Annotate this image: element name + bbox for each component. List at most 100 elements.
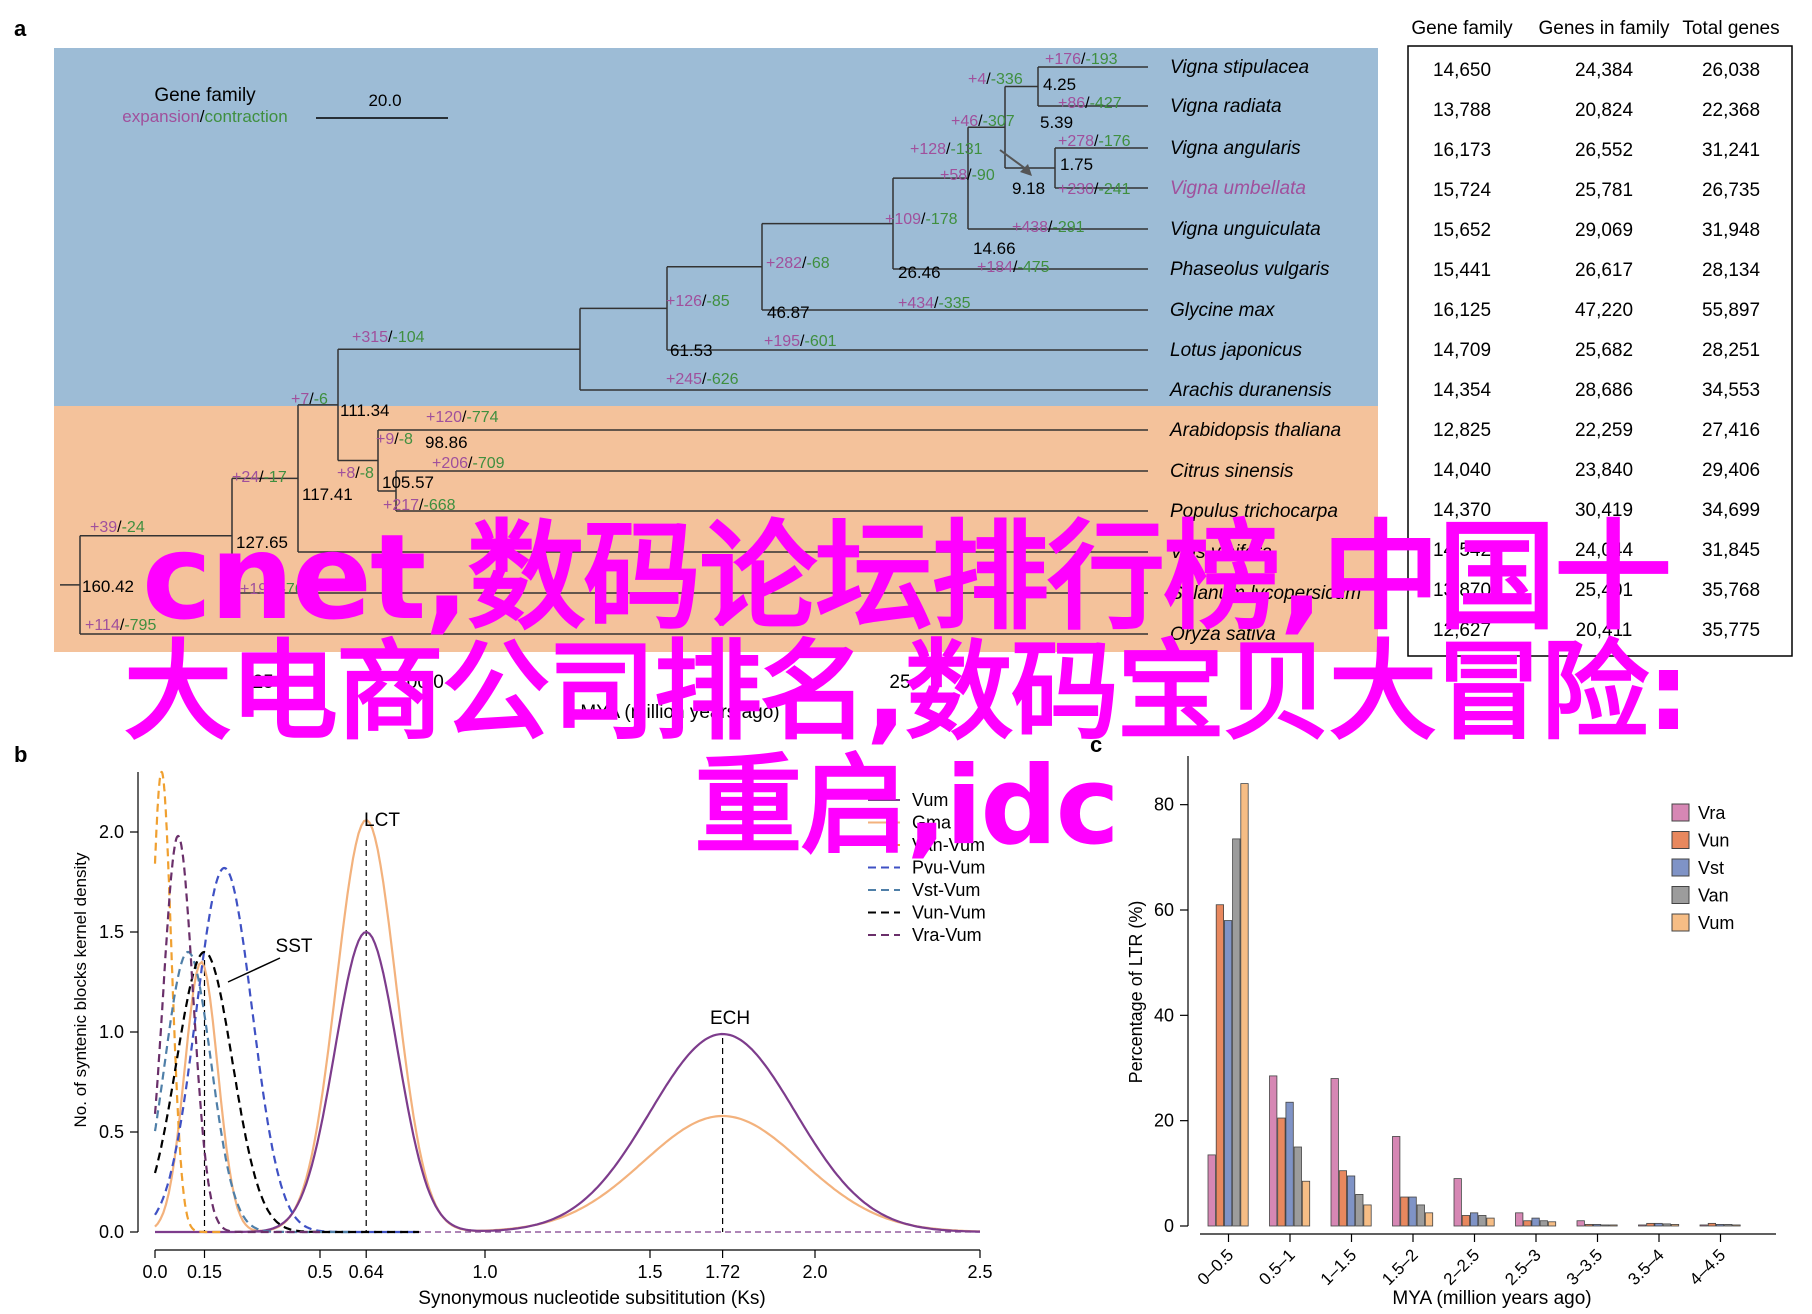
table-row: 14,354 28,686 34,553 (1433, 380, 1760, 401)
contraction-count: -17 (264, 469, 287, 486)
expansion-count: +24 (232, 469, 259, 486)
table-cell: 22,259 (1575, 420, 1633, 441)
table-cell: 14,709 (1433, 340, 1491, 361)
expansion-count: +7 (291, 391, 309, 408)
species-label: Arabidopsis thaliana (1169, 420, 1341, 441)
bar (1547, 1221, 1557, 1227)
contraction-count: -795 (124, 617, 156, 634)
legend-label: Vra (1698, 803, 1726, 823)
fabaceae-background (54, 48, 1378, 406)
gene-family-change: +195/-601 (764, 333, 837, 350)
c-x-label: MYA (million years ago) (1392, 1288, 1591, 1309)
curve-vum (155, 930, 980, 1234)
table-header-total-genes: Total genes (1682, 18, 1779, 39)
expansion-count: +278 (1058, 133, 1094, 150)
expansion-count: +282 (766, 255, 802, 272)
c-y-label: Percentage of LTR (%) (1126, 901, 1146, 1084)
other-clade-background (54, 406, 1378, 652)
bar (1338, 1170, 1347, 1227)
species-label: Vitis vinifera (1170, 542, 1272, 563)
species-label: Lotus japonicus (1170, 340, 1303, 361)
table-cell: 15,652 (1433, 220, 1491, 241)
legend-label: Gma (912, 813, 952, 833)
table-cell: 34,699 (1702, 500, 1760, 521)
expansion-count: +39 (90, 519, 117, 536)
gene-family-change: +120/-774 (426, 409, 499, 426)
b-curves (153, 770, 981, 1234)
change-slash: / (1048, 219, 1053, 236)
bar (1285, 1101, 1294, 1227)
expansion-count: +195 (764, 333, 800, 350)
table-cell: 35,768 (1702, 580, 1760, 601)
table-row: 13,870 25,401 35,768 (1433, 580, 1760, 601)
expansion-count: +114 (85, 617, 120, 634)
table-row: 14,370 30,419 34,699 (1433, 500, 1760, 521)
legend-label: Vun-Vum (912, 903, 986, 923)
expansion-count: +8 (337, 465, 355, 482)
table-cell: 31,241 (1702, 140, 1760, 161)
table-body: 14,650 24,384 26,038 13,788 20,824 22,368 16,1… (1433, 60, 1761, 641)
change-slash: / (394, 431, 399, 448)
legend-swatch (1671, 803, 1690, 822)
legend-expansion: expansion (122, 107, 200, 126)
contraction-count: -307 (983, 113, 1015, 130)
gene-family-change: +8/-8 (337, 465, 374, 482)
y-tick-label: 0.5 (99, 1122, 124, 1142)
expansion-count: +128 (910, 141, 946, 158)
table-row: 16,173 26,552 31,241 (1433, 140, 1760, 161)
bar (1392, 1136, 1401, 1227)
gene-family-change: +114/-795 (85, 617, 156, 634)
contraction-count: -90 (972, 167, 995, 184)
table-row: 12,825 22,259 27,416 (1433, 420, 1760, 441)
legend-swatch (1671, 858, 1690, 877)
table-cell: 14,370 (1433, 500, 1491, 521)
table-cell: 16,173 (1433, 140, 1491, 161)
change-slash: / (388, 329, 393, 346)
bar (1654, 1222, 1663, 1227)
legend-contraction: contraction (205, 107, 288, 126)
annotation-lct: LCT (364, 810, 400, 831)
b-y-ticks: 0.0 0.5 1.0 1.5 2.0 (99, 822, 138, 1242)
table-cell: 20,411 (1576, 620, 1633, 641)
curve-vun-vum (153, 950, 419, 1234)
family-changes: +176/-193+4/-336+86/-427+46/-307+278/-17… (85, 51, 1131, 634)
table-cell: 25,781 (1575, 180, 1633, 201)
contraction-count: -178 (926, 211, 958, 228)
gene-family-change: +128/-131 (910, 141, 983, 158)
x-tick-label: 2.0 (802, 1262, 827, 1282)
b-guides (155, 840, 980, 1233)
contraction-count: -709 (473, 455, 505, 472)
annotation-ech: ECH (710, 1008, 750, 1029)
change-slash: / (702, 371, 707, 388)
contraction-count: -76 (281, 581, 304, 598)
bar (1470, 1212, 1479, 1227)
y-tick-label: 0 (1164, 1216, 1174, 1236)
gene-family-change: +24/-17 (232, 469, 287, 486)
b-y-label: No. of syntenic blocks kernel density (71, 852, 90, 1127)
table-cell: 12,825 (1433, 420, 1491, 441)
node-age: 5.39 (1040, 113, 1073, 132)
contraction-count: -668 (424, 497, 456, 514)
expansion-count: +315 (352, 329, 388, 346)
table-cell: 14,542 (1433, 540, 1491, 561)
bar (1699, 1224, 1708, 1227)
change-slash: / (355, 465, 360, 482)
y-tick-label: 40 (1154, 1005, 1174, 1025)
bar (1301, 1180, 1311, 1227)
bar (1224, 920, 1233, 1227)
bar (1539, 1220, 1548, 1227)
species-label: Solanum lycopersicum (1170, 583, 1361, 604)
bar (1523, 1220, 1532, 1227)
legend-title: Gene family (154, 85, 256, 106)
bar (1293, 1146, 1302, 1227)
expansion-count: +4 (968, 71, 986, 88)
gene-family-change: +315/-104 (352, 329, 425, 346)
x-tick-label: 1–1.5 (1317, 1245, 1361, 1289)
x-tick-label: 2.5 (967, 1262, 992, 1282)
tree-branches (60, 66, 1148, 635)
change-slash: / (120, 617, 125, 634)
table-cell: 26,552 (1575, 140, 1633, 161)
legend-slash: / (200, 107, 205, 126)
legend-swatch (1671, 886, 1690, 904)
